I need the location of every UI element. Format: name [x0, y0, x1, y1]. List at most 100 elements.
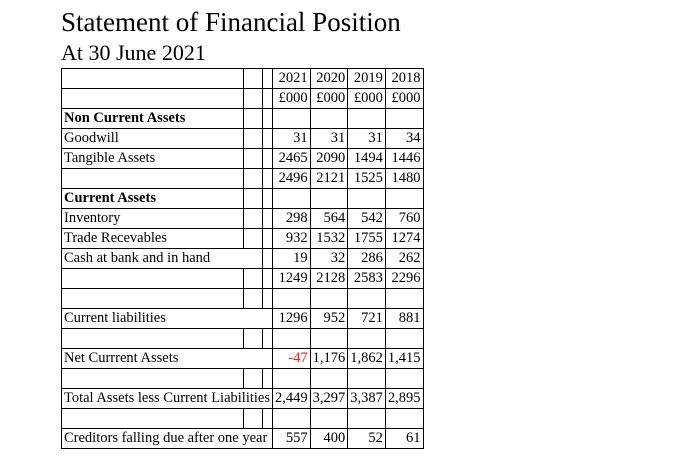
value-cell	[309, 108, 349, 129]
value-cell: 61	[384, 428, 424, 449]
spacer-cell	[261, 168, 274, 189]
value-cell: 1480	[384, 168, 424, 189]
table-row: Creditors falling due after one year 557 4…	[61, 428, 424, 449]
value-cell: 52	[347, 428, 386, 449]
row-label	[61, 88, 244, 109]
value-cell: 2496	[272, 168, 311, 189]
value-cell: 1249	[272, 268, 311, 289]
spacer-cell	[242, 68, 263, 89]
value-cell: 1,176	[309, 348, 349, 369]
spacer-cell	[261, 248, 274, 269]
spacer-cell	[261, 268, 274, 289]
value-cell: 2465	[272, 148, 311, 169]
table-row: 2496 2121 1525 1480	[61, 168, 424, 189]
value-cell	[384, 408, 424, 429]
value-cell	[309, 188, 349, 209]
value-cell: 1446	[384, 148, 424, 169]
spacer-cell	[261, 188, 274, 209]
row-label	[61, 328, 244, 349]
row-label: Inventory	[61, 208, 244, 229]
spacer-cell	[261, 408, 274, 429]
value-cell	[384, 328, 424, 349]
row-label: Current Assets	[61, 188, 244, 209]
row-label: Net Currrent Assets	[61, 348, 273, 369]
row-label: Creditors falling due after one year	[61, 428, 273, 449]
value-cell	[384, 288, 424, 309]
table-row	[61, 368, 424, 389]
spacer-cell	[261, 288, 274, 309]
value-cell: 2128	[309, 268, 349, 289]
title: Statement of Financial Position	[61, 7, 401, 37]
value-cell	[384, 368, 424, 389]
value-cell: 2583	[347, 268, 386, 289]
value-cell: 2018	[384, 68, 424, 89]
value-cell: 564	[309, 208, 349, 229]
value-cell: 2296	[384, 268, 424, 289]
value-cell: 34	[384, 128, 424, 149]
value-cell: 400	[309, 428, 349, 449]
value-cell: 286	[347, 248, 386, 269]
spacer-cell	[261, 88, 274, 109]
value-cell	[384, 108, 424, 129]
row-label: Non Current Assets	[61, 108, 244, 129]
spacer-cell	[261, 368, 274, 389]
value-cell: 19	[272, 248, 311, 269]
value-cell: 760	[384, 208, 424, 229]
spacer-cell	[261, 68, 274, 89]
statement-table: 2021 2020 2019 2018 £000 £000 £000 £000 Non Curr…	[61, 68, 424, 449]
value-cell	[272, 288, 311, 309]
value-cell: 298	[272, 208, 311, 229]
row-label: Total Assets less Current Liabilities	[61, 388, 273, 409]
table-row: Current liabilities 1296 952 721 881	[61, 308, 424, 329]
row-label: Tangible Assets	[61, 148, 244, 169]
table-row: 2021 2020 2019 2018	[61, 68, 424, 89]
spacer-cell	[242, 268, 263, 289]
value-cell: 1,415	[384, 348, 424, 369]
table-row: Cash at bank and in hand 19 32 286 262	[61, 248, 424, 269]
value-cell: 2,449	[272, 388, 311, 409]
row-label: Cash at bank and in hand	[61, 248, 263, 269]
spacer-cell	[242, 288, 263, 309]
spacer-cell	[242, 208, 263, 229]
value-cell	[347, 368, 386, 389]
spacer-cell	[242, 408, 263, 429]
value-cell: £000	[347, 88, 386, 109]
value-cell: 1274	[384, 228, 424, 249]
table-row: Inventory 298 564 542 760	[61, 208, 424, 229]
value-cell	[347, 288, 386, 309]
spacer-cell	[261, 208, 274, 229]
subtitle: At 30 June 2021	[61, 40, 206, 65]
row-label	[61, 408, 244, 429]
value-cell: 721	[347, 308, 386, 329]
spacer-cell	[242, 108, 263, 129]
value-cell	[384, 188, 424, 209]
spacer-cell	[242, 128, 263, 149]
value-cell	[272, 408, 311, 429]
value-cell: 262	[384, 248, 424, 269]
value-cell: 1532	[309, 228, 349, 249]
value-cell: £000	[309, 88, 349, 109]
row-label	[61, 68, 244, 89]
table-row: Tangible Assets 2465 2090 1494 1446	[61, 148, 424, 169]
row-label	[61, 268, 244, 289]
value-cell: £000	[272, 88, 311, 109]
value-cell	[347, 188, 386, 209]
table-row: £000 £000 £000 £000	[61, 88, 424, 109]
table-row: Net Currrent Assets -47 1,176 1,862 1,415	[61, 348, 424, 369]
value-cell: 2121	[309, 168, 349, 189]
value-cell: 557	[272, 428, 311, 449]
table-row: Goodwill 31 31 31 34	[61, 128, 424, 149]
value-cell	[347, 328, 386, 349]
value-cell: 31	[272, 128, 311, 149]
row-label	[61, 168, 244, 189]
value-cell: 1525	[347, 168, 386, 189]
spacer-cell	[242, 328, 263, 349]
table-row: Total Assets less Current Liabilities 2,4…	[61, 388, 424, 409]
spacer-cell	[261, 108, 274, 129]
value-cell: -47	[272, 348, 311, 369]
spacer-cell	[261, 328, 274, 349]
value-cell: 3,387	[347, 388, 386, 409]
value-cell	[347, 408, 386, 429]
spacer-cell	[261, 148, 274, 169]
